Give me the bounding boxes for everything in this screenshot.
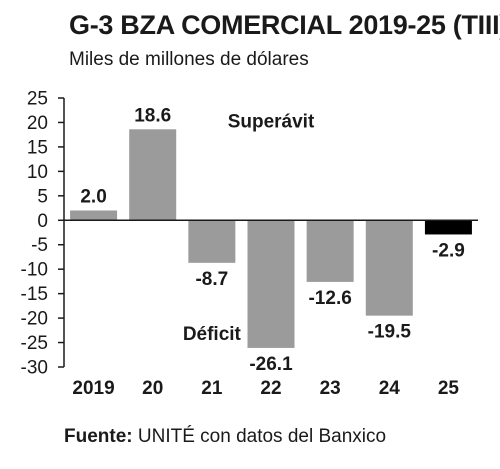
annotation: Déficit [183,324,242,345]
source-note: Fuente: UNITÉ con datos del Banxico [64,426,386,448]
y-tick-label: -25 [21,333,48,354]
source-label: Fuente: [64,426,133,447]
bar [188,220,236,263]
y-tick-label: 0 [37,211,48,232]
x-tick-label: 22 [260,378,281,399]
x-tick-label: 20 [142,378,163,399]
y-tick-label: -5 [31,235,48,256]
bar [129,129,177,221]
chart-title: G-3 BZA COMERCIAL 2019-25 (TIII) [69,10,500,40]
data-label: -2.9 [432,240,465,261]
data-label: -26.1 [249,354,293,375]
y-tick-label: 25 [27,89,48,110]
y-tick-label: -20 [21,309,48,330]
y-tick-label: -30 [21,358,48,379]
y-tick-label: -10 [21,260,48,281]
data-label: 18.6 [134,105,171,126]
bar [247,220,295,348]
data-label: -19.5 [368,322,412,343]
x-tick-label: 21 [201,378,223,399]
y-tick-label: -15 [21,284,48,305]
data-label: -8.7 [195,269,228,290]
y-tick-label: 20 [27,113,48,134]
bar [306,220,354,282]
bar [365,220,413,316]
data-label: 2.0 [80,186,106,207]
data-label: -12.6 [308,288,351,309]
x-tick-label: 25 [438,378,460,399]
x-tick-label: 24 [379,378,401,399]
bar [424,220,472,235]
x-tick-label: 23 [320,378,341,399]
chart-subtitle: Miles de millones de dólares [69,49,309,70]
source-text: UNITÉ con datos del Banxico [132,426,387,447]
bar [70,210,118,221]
x-tick-label: 2019 [72,378,114,399]
y-tick-label: 15 [27,137,48,158]
y-tick-label: 5 [37,186,48,207]
annotation: Superávit [228,111,315,132]
y-tick-label: 10 [27,162,48,183]
